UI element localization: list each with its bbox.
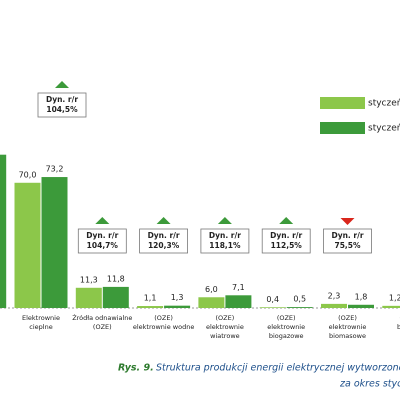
bar — [0, 154, 7, 308]
dynamics-label: 104,7% — [87, 241, 119, 250]
bar — [286, 307, 313, 308]
dynamics-arrow — [217, 217, 232, 224]
value-label: 1,1 — [144, 294, 157, 303]
dynamics-arrow — [340, 218, 355, 225]
bar — [75, 287, 102, 308]
bar — [259, 307, 286, 308]
dynamics-box — [37, 92, 87, 118]
bar — [348, 304, 374, 308]
x-tick-label: (OZE) — [93, 323, 112, 331]
dynamics-box — [77, 228, 127, 254]
dynamics-title: Dyn. r/r — [209, 231, 241, 240]
dynamics-arrow — [55, 81, 69, 88]
dynamics-label: 118,1% — [209, 241, 241, 250]
dynamics-label: 120,3% — [148, 241, 180, 250]
dynamics-title: Dyn. r/r — [331, 231, 363, 240]
x-tick-label: elektrownie wodne — [133, 323, 194, 331]
x-tick-label: Źródła odnawialne — [72, 313, 132, 322]
dynamics-box — [200, 228, 250, 254]
dynamics-label: 104,5% — [46, 105, 78, 114]
x-tick-label: (OZE) — [277, 314, 296, 322]
x-tick-label: (OZE) — [216, 314, 235, 322]
x-tick-label: biogazowe — [269, 332, 304, 340]
value-label: 6,0 — [205, 285, 218, 294]
dynamics-arrow — [279, 217, 294, 224]
bar — [41, 177, 68, 308]
dynamics-title: Dyn. r/r — [86, 231, 118, 240]
value-label: 1,2 — [389, 293, 400, 302]
x-tick-label: Elektrownie — [22, 314, 60, 322]
dynamics-box — [261, 228, 311, 254]
bar — [198, 297, 225, 308]
value-label: 11,3 — [80, 275, 98, 284]
x-tick-label: biomas — [397, 323, 400, 331]
x-tick-label: (OZE) — [154, 314, 173, 322]
value-label: 73,2 — [46, 165, 64, 174]
value-label: 70,0 — [19, 170, 37, 179]
caption-label: Rys. 9. — [118, 363, 154, 374]
dynamics-box — [323, 228, 372, 254]
dynamics-title: Dyn. r/r — [270, 231, 302, 240]
dynamics-label: 75,5% — [334, 241, 361, 250]
bar — [102, 286, 129, 308]
value-label: 1,8 — [355, 292, 368, 301]
legend-swatch — [320, 122, 365, 134]
value-label: 11,8 — [107, 274, 125, 283]
dynamics-title: Dyn. r/r — [148, 231, 180, 240]
bar — [321, 303, 347, 308]
legend-label: styczeń- — [368, 99, 400, 109]
bar — [164, 305, 191, 308]
x-tick-label: elektrownie — [329, 323, 367, 331]
x-tick-label: cieplne — [29, 323, 52, 331]
caption-line2: za okres stycz — [339, 379, 400, 390]
bar — [137, 306, 164, 308]
legend-label: styczeń- — [368, 124, 400, 134]
dynamics-arrow — [156, 217, 171, 224]
bar — [382, 305, 400, 308]
dynamics-title: Dyn. r/r — [46, 95, 78, 104]
value-label: 7,1 — [232, 283, 245, 292]
legend-swatch — [320, 97, 365, 109]
x-tick-label: (OZE) — [338, 314, 357, 322]
x-tick-label: wiatrowe — [210, 332, 239, 340]
caption: Struktura produkcji energii elektrycznej… — [156, 363, 400, 374]
value-label: 2,3 — [328, 291, 341, 300]
dynamics-box — [139, 228, 189, 254]
dynamics-label: 112,5% — [271, 241, 303, 250]
value-label: 0,5 — [293, 295, 306, 304]
x-tick-label: biomasowe — [329, 332, 366, 340]
dynamics-arrow — [95, 217, 110, 224]
bar — [14, 182, 41, 308]
x-tick-label: elektrownie — [206, 323, 244, 331]
value-label: 0,4 — [266, 295, 279, 304]
x-tick-label: elektrownie — [267, 323, 305, 331]
bar — [225, 295, 252, 308]
value-label: 1,3 — [171, 293, 184, 302]
